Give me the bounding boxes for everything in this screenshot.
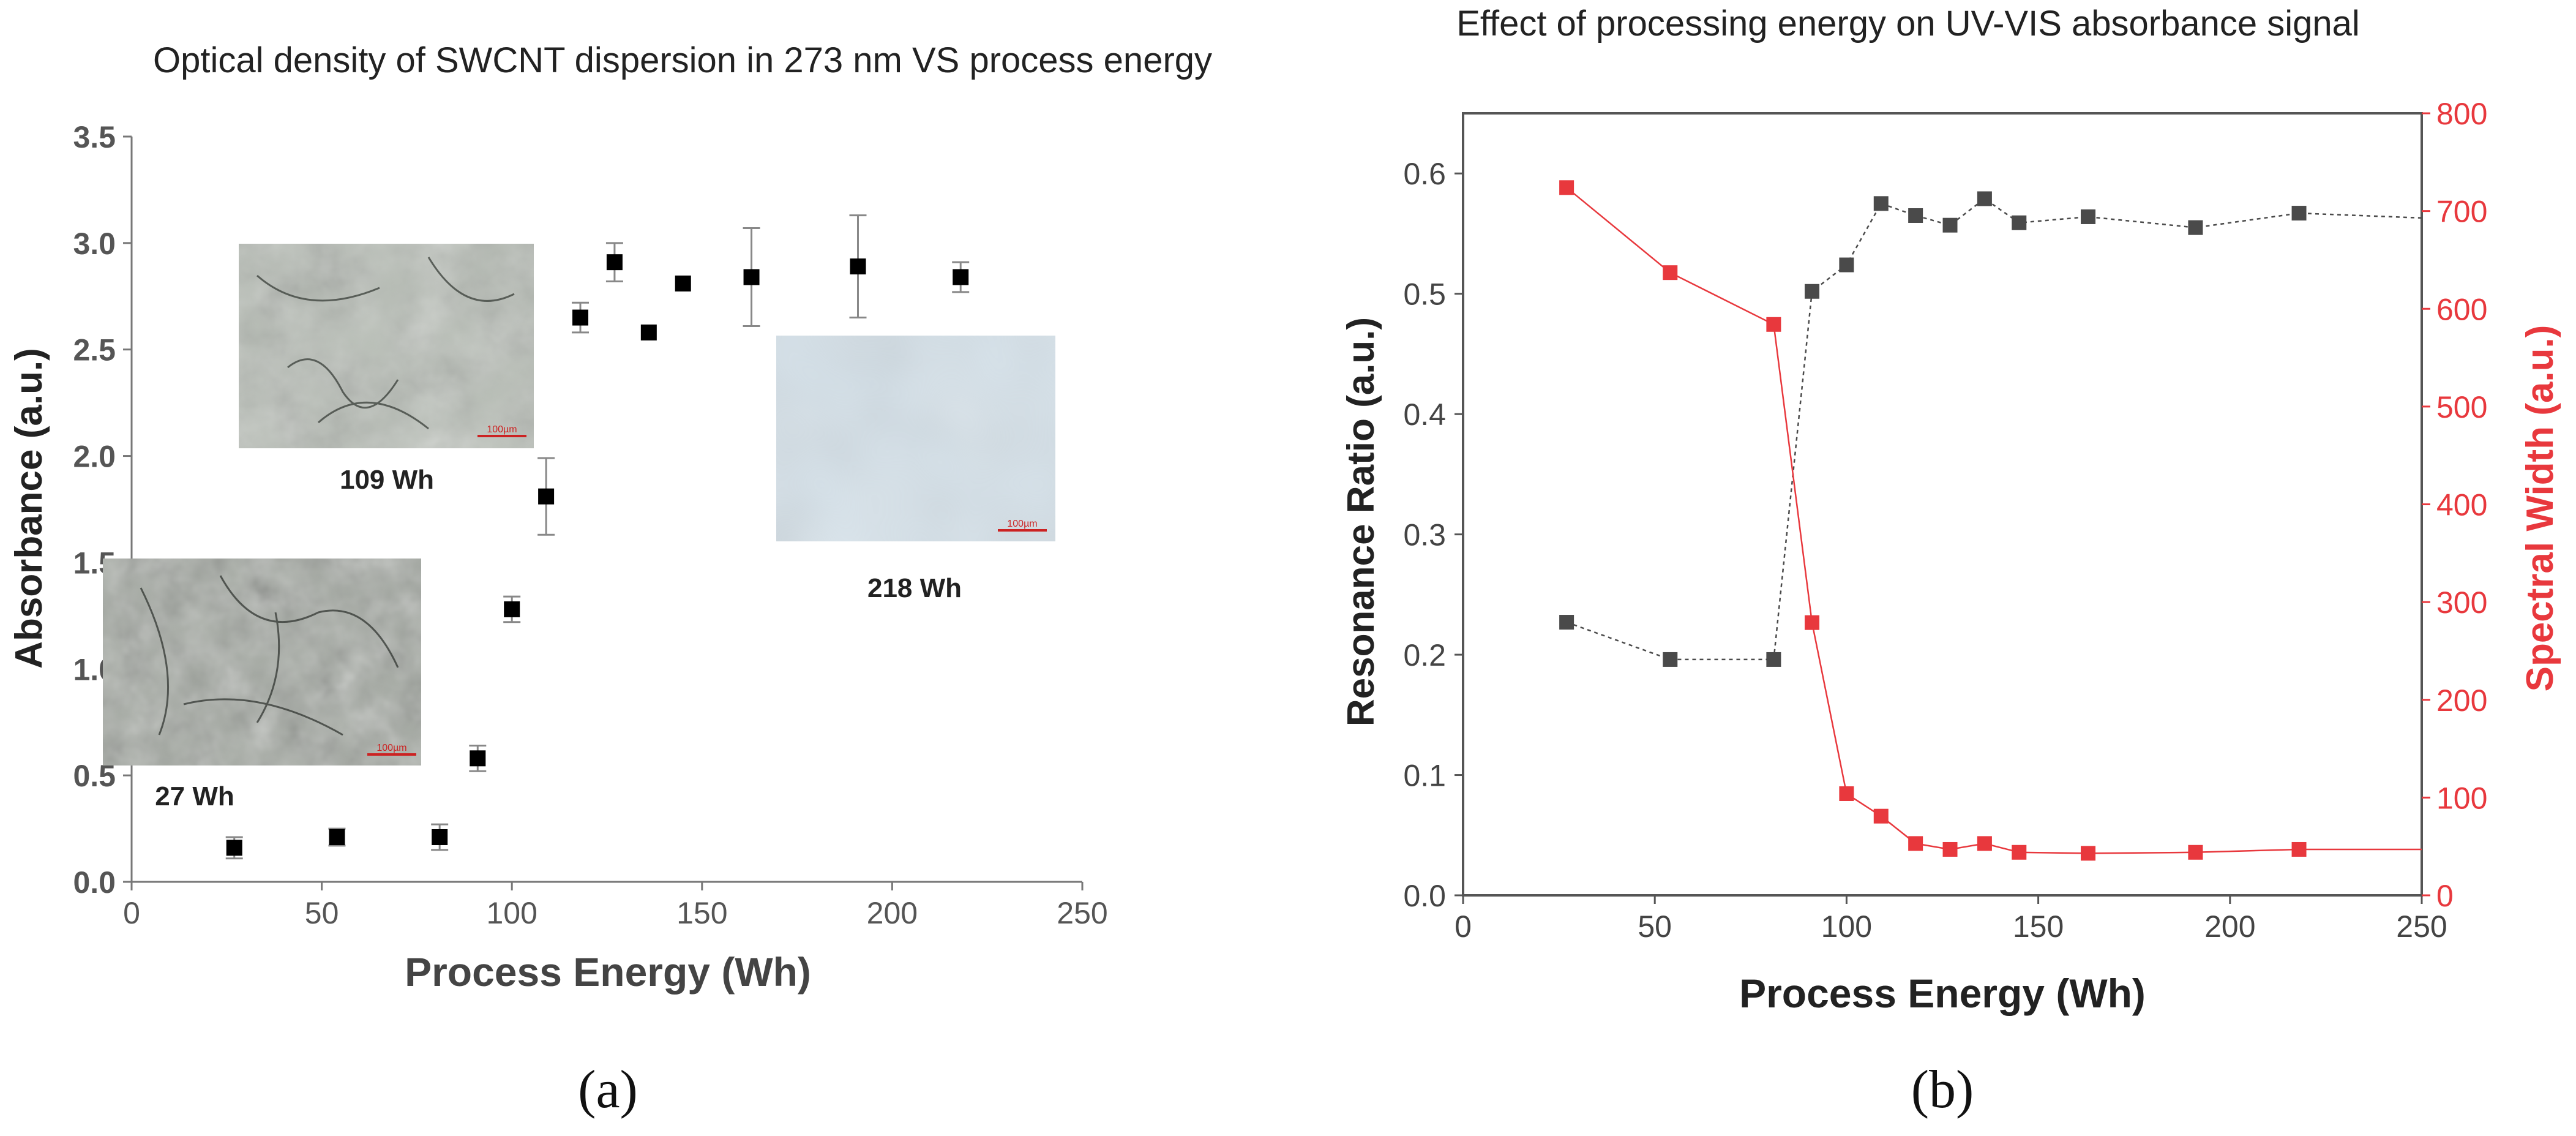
- chart-a-x-tick-label: 150: [676, 896, 727, 930]
- chart-a-y-tick-label: 3.0: [73, 227, 116, 261]
- resonance-ratio-point: [1942, 217, 1958, 233]
- spectral-width-point: [2291, 841, 2307, 857]
- chart-b-right-y-tick-label: 200: [2436, 683, 2487, 718]
- chart-b: Effect of processing energy on UV-VIS ab…: [1340, 4, 2561, 1119]
- chart-b-left-y-tick-label: 0.1: [1403, 759, 1446, 793]
- data-point: [470, 750, 486, 767]
- resonance-ratio-point: [2012, 215, 2027, 230]
- data-point: [850, 258, 866, 275]
- chart-b-x-tick-label: 0: [1455, 909, 1472, 944]
- spectral-width-point: [1977, 836, 1992, 851]
- spectral-width-line: [1566, 187, 2422, 854]
- inset-218wh-scale: 100µm: [1007, 519, 1037, 529]
- spectral-width-point: [1663, 265, 1678, 280]
- resonance-ratio-point: [1839, 257, 1854, 273]
- resonance-ratio-point: [1908, 208, 1923, 223]
- chart-b-right-y-tick-label: 500: [2436, 390, 2487, 424]
- chart-a-y-tick-label: 2.5: [73, 333, 116, 367]
- chart-b-right-y-tick-label: 800: [2436, 97, 2487, 131]
- chart-a-x-tick-label: 200: [867, 896, 918, 930]
- chart-b-left-y-tick-label: 0.5: [1403, 277, 1446, 312]
- resonance-ratio-point: [1559, 615, 1574, 630]
- inset-27wh-label: 27 Wh: [155, 781, 234, 811]
- data-point: [432, 829, 448, 845]
- resonance-ratio-point: [2291, 206, 2307, 221]
- resonance-ratio-point: [2188, 220, 2203, 235]
- spectral-width-point: [2188, 844, 2203, 860]
- chart-a: Optical density of SWCNT dispersion in 2…: [8, 40, 1212, 1119]
- spectral-width-point: [2012, 844, 2027, 860]
- chart-b-right-y-tick-label: 0: [2436, 879, 2454, 913]
- resonance-ratio-point: [1805, 284, 1820, 299]
- chart-a-y-tick-label: 3.5: [73, 120, 116, 154]
- resonance-ratio-point: [2081, 209, 2096, 224]
- chart-b-right-y-tick-label: 700: [2436, 195, 2487, 229]
- data-point: [538, 488, 555, 505]
- chart-b-x-tick-label: 250: [2396, 909, 2447, 944]
- data-point: [572, 309, 589, 326]
- chart-a-x-tick-label: 0: [123, 896, 140, 930]
- resonance-ratio-point: [1766, 652, 1781, 667]
- chart-b-right-y-tick-label: 400: [2436, 488, 2487, 522]
- data-point: [640, 324, 657, 340]
- chart-b-left-y-tick-label: 0.4: [1403, 397, 1446, 432]
- chart-b-left-y-axis-label: Resonance Ratio (a.u.): [1340, 317, 1382, 726]
- chart-a-title: Optical density of SWCNT dispersion in 2…: [153, 40, 1212, 80]
- chart-b-left-y-tick-label: 0.2: [1403, 638, 1446, 672]
- spectral-width-point: [2081, 846, 2096, 861]
- data-point: [675, 275, 691, 292]
- resonance-ratio-point: [1873, 196, 1889, 211]
- chart-b-x-tick-label: 50: [1638, 909, 1672, 944]
- chart-a-x-tick-label: 100: [486, 896, 537, 930]
- resonance-ratio-point: [1977, 191, 1992, 206]
- spectral-width-point: [1908, 836, 1923, 851]
- resonance-ratio-line: [1566, 197, 2422, 661]
- chart-a-y-axis-label: Absorbance (a.u.): [8, 348, 50, 669]
- chart-b-right-y-tick-label: 100: [2436, 781, 2487, 815]
- data-point: [504, 601, 520, 617]
- spectral-width-point: [1839, 786, 1854, 801]
- panel-b-label: (b): [1911, 1060, 1974, 1119]
- inset-109wh-label: 109 Wh: [340, 465, 434, 495]
- data-point: [226, 840, 242, 856]
- chart-b-x-tick-label: 200: [2204, 909, 2255, 944]
- inset-micrograph-109wh: 100µm: [239, 244, 534, 448]
- chart-b-left-y-tick-label: 0.0: [1403, 879, 1446, 913]
- chart-a-x-tick-label: 50: [305, 896, 339, 930]
- resonance-ratio-point: [1663, 652, 1678, 667]
- inset-micrograph-218wh: 100µm: [776, 336, 1055, 541]
- spectral-width-point: [1873, 808, 1889, 824]
- inset-micrograph-27wh: 100µm: [103, 559, 421, 765]
- chart-a-x-tick-label: 250: [1057, 896, 1107, 930]
- data-point: [329, 829, 345, 845]
- spectral-width-point: [1766, 317, 1781, 332]
- data-point: [743, 269, 760, 285]
- chart-b-right-y-axis-label: Spectral Width (a.u.): [2519, 325, 2561, 692]
- chart-b-plot-frame: [1462, 112, 2423, 897]
- chart-b-title: Effect of processing energy on UV-VIS ab…: [1456, 4, 2360, 43]
- chart-a-y-tick-label: 2.0: [73, 440, 116, 474]
- spectral-width-point: [1805, 615, 1820, 630]
- panel-a-label: (a): [578, 1060, 638, 1119]
- chart-b-right-y-tick-label: 600: [2436, 292, 2487, 326]
- chart-b-x-axis-label: Process Energy (Wh): [1739, 971, 2146, 1016]
- chart-a-y-tick-label: 0.0: [73, 865, 116, 900]
- data-point: [606, 254, 623, 271]
- inset-109wh-scale: 100µm: [487, 424, 517, 435]
- chart-b-x-tick-label: 100: [1821, 909, 1872, 944]
- inset-218wh-label: 218 Wh: [867, 573, 962, 603]
- spectral-width-point: [1559, 180, 1574, 195]
- chart-a-x-axis-label: Process Energy (Wh): [405, 949, 811, 995]
- chart-b-right-y-tick-label: 300: [2436, 585, 2487, 620]
- data-point: [953, 269, 969, 285]
- chart-b-left-y-tick-label: 0.3: [1403, 518, 1446, 552]
- inset-27wh-scale: 100µm: [376, 743, 406, 753]
- spectral-width-point: [1942, 841, 1958, 857]
- chart-b-x-tick-label: 150: [2013, 909, 2064, 944]
- chart-b-left-y-tick-label: 0.6: [1403, 157, 1446, 191]
